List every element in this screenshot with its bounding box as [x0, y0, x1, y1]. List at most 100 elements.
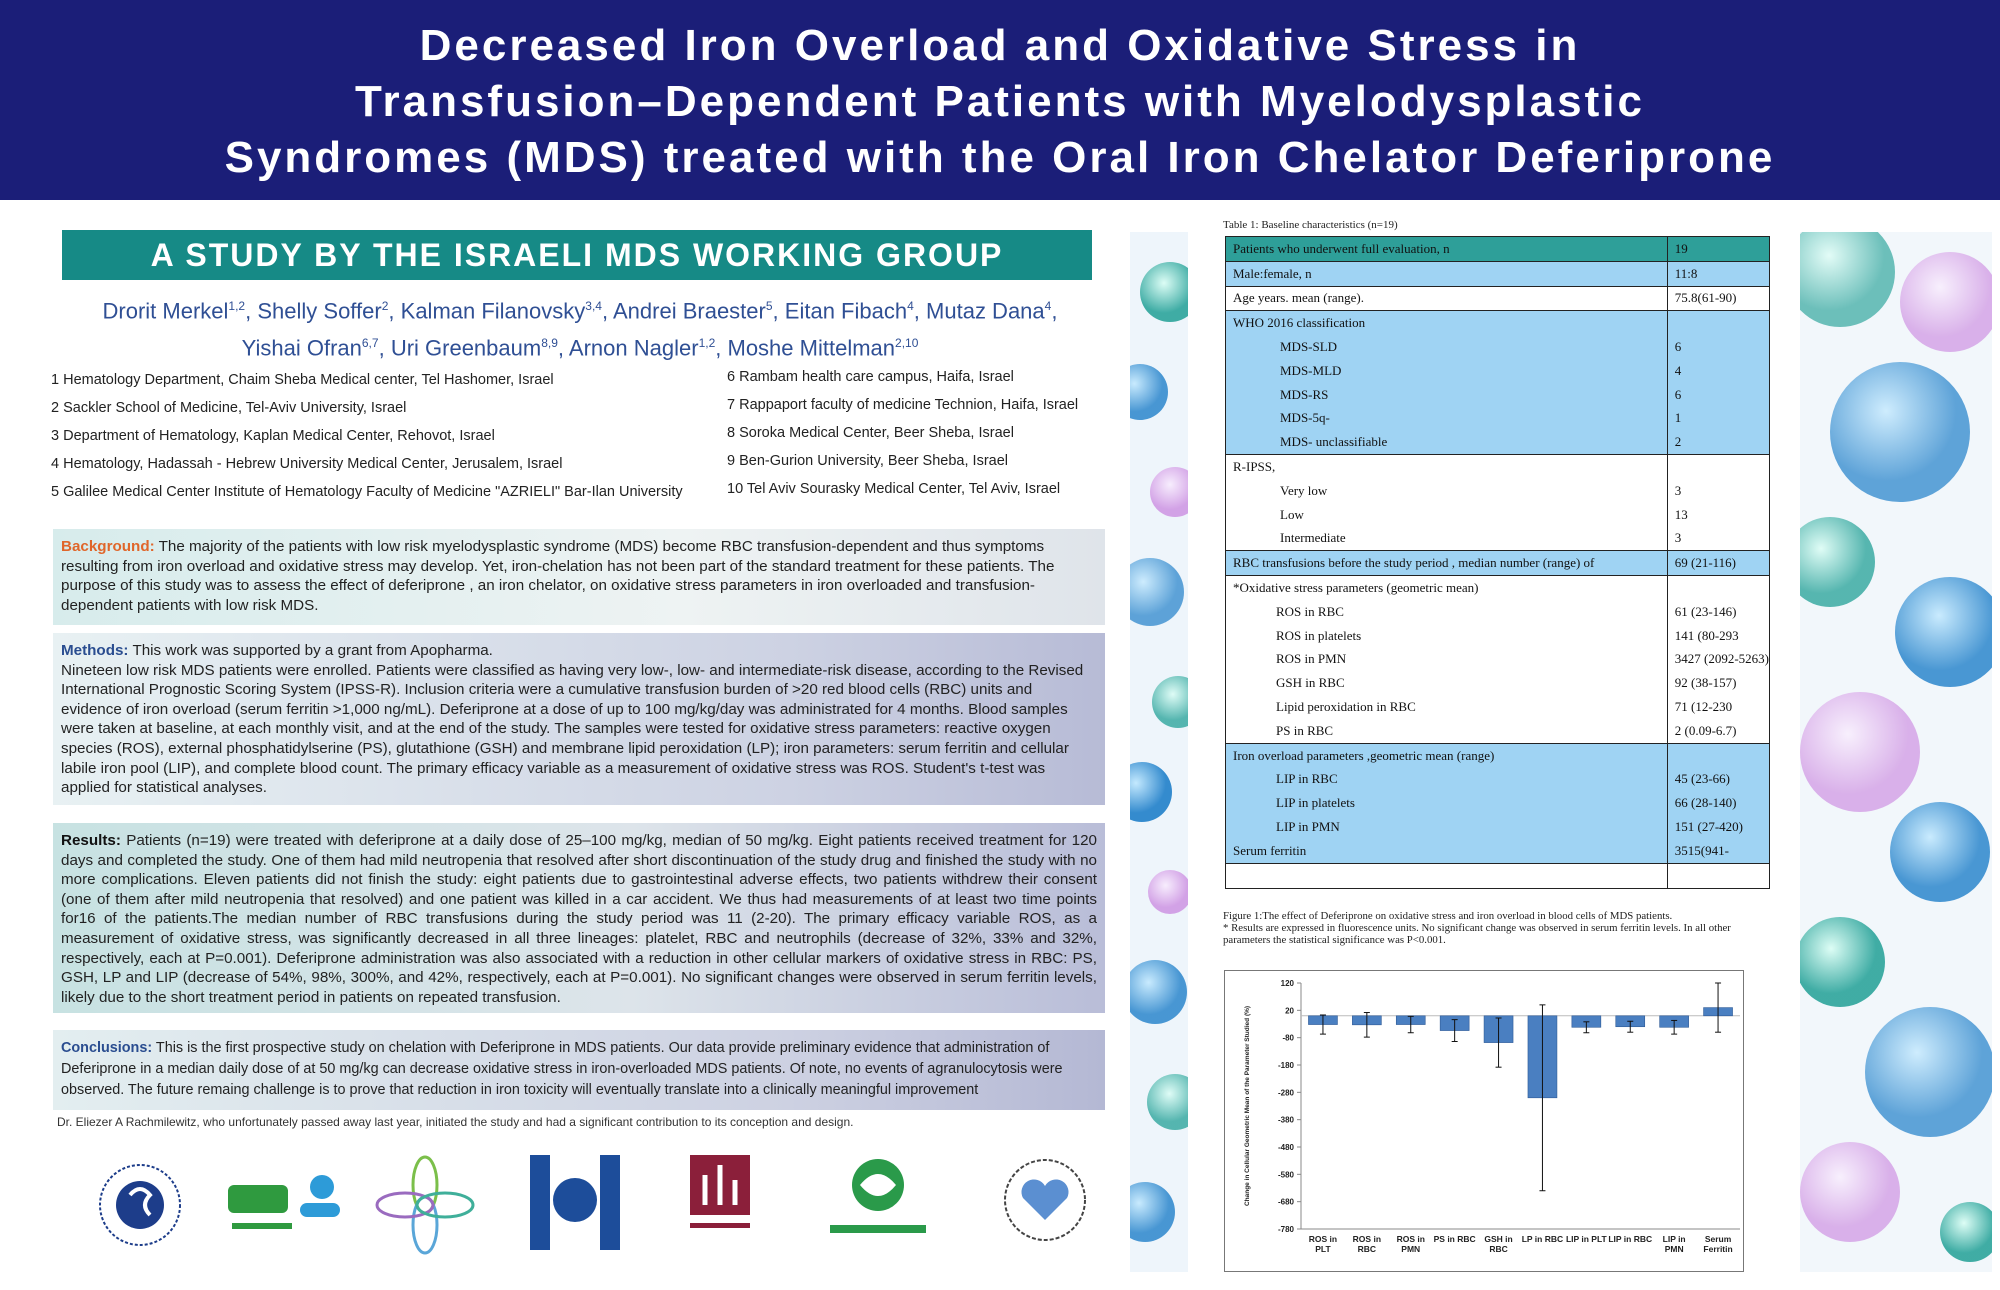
logo-kaplan [228, 1175, 340, 1229]
author-separator: , [388, 298, 395, 324]
y-tick-label: -180 [1278, 1061, 1295, 1070]
table-cell: LIP in PMN [1225, 815, 1668, 839]
section-text: Patients (n=19) were treated with deferi… [61, 832, 1097, 1006]
author-separator: , [715, 335, 722, 361]
title-line: Decreased Iron Overload and Oxidative St… [419, 21, 1581, 70]
error-bar [1671, 1019, 1678, 1035]
table-row: Serum ferritin 3515(941- [1225, 838, 1771, 864]
table-cell: LIP in platelets [1225, 791, 1668, 816]
author-separator: , [245, 298, 252, 324]
author-affiliation: 5 [765, 299, 773, 313]
background-section: Background: The majority of the patients… [53, 529, 1105, 625]
author-name: Arnon Nagler [568, 335, 699, 361]
author-name: Mutaz Dana [926, 298, 1045, 324]
table-row: MDS-5q- 1 [1225, 406, 1771, 431]
x-tick-label: PS in RBC [1433, 1234, 1476, 1244]
y-tick-label: -280 [1278, 1088, 1295, 1097]
x-tick-label: ROS in PLT [1308, 1234, 1338, 1254]
paragraph: Nineteen low risk MDS patients were enro… [61, 661, 1084, 797]
table-cell: 2 (0.09-6.7) [1666, 718, 1771, 744]
chart: 120 20 -80 -180 -280 -380 -480 -580 -680 -780 Chan… [1244, 979, 1740, 1234]
section-text: This is the first prospective study on c… [61, 1040, 1063, 1098]
logos [99, 1155, 1086, 1255]
y-axis-label: Change in Cellular Geometric Mean of the… [1244, 1006, 1251, 1206]
table-row: LIP in RBC 45 (23-66) [1225, 767, 1771, 792]
affiliation: 3 Department of Hematology, Kaplan Medic… [51, 428, 495, 444]
table-cell: 75.8(61-90) [1666, 285, 1771, 311]
acknowledgment: Dr. Eliezer A Rachmilewitz, who unfortun… [57, 1115, 854, 1129]
table-row: LIP in platelets 66 (28-140) [1225, 791, 1771, 816]
x-tick-label: LIP in PMN [1662, 1234, 1686, 1254]
methods-section: Methods: This work was supported by a gr… [53, 633, 1105, 805]
author-separator: , [1051, 298, 1058, 324]
table-cell: Iron overload parameters ,geometric mean… [1225, 742, 1668, 768]
table-row: Intermediate 3 [1225, 526, 1771, 551]
author-separator: , [772, 298, 779, 324]
table-cell: 1 [1666, 406, 1771, 431]
table-cell: MDS-RS [1225, 382, 1668, 407]
table-cell: 6 [1666, 335, 1771, 359]
caption-line: * Results are expressed in fluorescence … [1223, 922, 1731, 946]
table-cell: 66 (28-140) [1666, 791, 1771, 816]
author-separator: , [557, 335, 565, 361]
section-label: Methods: [61, 642, 129, 659]
table-cell: 2 [1666, 430, 1771, 455]
section-text: The majority of the patients with low ri… [61, 538, 1055, 614]
author-name: Shelly Soffer [257, 298, 382, 324]
error-bar [1319, 1014, 1326, 1035]
table-cell: PS in RBC [1225, 718, 1668, 744]
error-bar [1495, 1017, 1502, 1068]
affiliation: 2 Sackler School of Medicine, Tel-Aviv U… [51, 400, 407, 416]
table-cell: ROS in RBC [1225, 599, 1668, 624]
author-affiliation: 8,9 [541, 336, 558, 351]
table-cell: 3427 (2092-5263) [1666, 647, 1771, 672]
table-cell: RBC transfusions before the study period… [1225, 550, 1668, 576]
affiliation: 4 Hematology, Hadassah - Hebrew Universi… [51, 456, 563, 472]
x-tick-label: LIP in PLT [1565, 1234, 1607, 1244]
table-cell [1666, 742, 1771, 768]
logo-hadassah [530, 1155, 620, 1250]
decorative-stripe [1800, 232, 1992, 1272]
conclusions-section: Conclusions: This is the first prospecti… [53, 1030, 1105, 1110]
error-bar [1407, 1015, 1414, 1034]
table-cell [1666, 575, 1771, 600]
caption-line: Figure 1:The effect of Deferiprone on ox… [1223, 910, 1673, 922]
table-cell [1666, 454, 1771, 479]
table-cell [1666, 862, 1771, 889]
author-name: Andrei Braester [613, 298, 766, 324]
table-row: Age years. mean (range). 75.8(61-90) [1225, 285, 1771, 311]
error-bar [1583, 1021, 1590, 1034]
table-cell: 151 (27-420) [1666, 815, 1771, 839]
y-tick-label: -80 [1282, 1034, 1294, 1043]
y-tick-label: -780 [1278, 1225, 1295, 1234]
error-bar [1539, 1004, 1546, 1192]
table-cell: ROS in PMN [1225, 647, 1668, 672]
figure-caption: Figure 1:The effect of Deferiprone on ox… [1223, 910, 1753, 946]
section-text: This work was supported by a grant from … [132, 642, 493, 659]
table-cell [1666, 310, 1771, 336]
table-cell [1225, 862, 1668, 889]
y-tick-label: -480 [1278, 1143, 1295, 1152]
author-affiliation: 4 [907, 299, 914, 313]
x-tick-label: GSH in RBC [1484, 1234, 1513, 1254]
baseline-table: Patients who underwent full evaluation, … [1225, 236, 1771, 889]
affiliation: 1 Hematology Department, Chaim Sheba Med… [51, 372, 554, 388]
x-tick-label: Serum Ferritin [1703, 1234, 1733, 1254]
section-label: Results: [61, 832, 121, 849]
table-row: ROS in PMN 3427 (2092-5263) [1225, 647, 1771, 672]
table-row: Very low 3 [1225, 478, 1771, 503]
author-line: Drorit Merkel1,2, Shelly Soffer2, Kalman… [40, 290, 1120, 327]
affiliation: 8 Soroka Medical Center, Beer Sheba, Isr… [727, 425, 1014, 441]
y-tick-label: -380 [1278, 1116, 1295, 1125]
author-name: Moshe Mittelman [727, 335, 896, 361]
results-section: Results: Patients (n=19) were treated wi… [53, 823, 1105, 1013]
affiliation: 5 Galilee Medical Center Institute of He… [51, 484, 683, 500]
paragraph: Results: Patients (n=19) were treated wi… [61, 831, 1097, 1007]
table-cell: 19 [1666, 236, 1771, 262]
x-tick-label: ROS in RBC [1352, 1234, 1382, 1254]
table-cell: 4 [1666, 358, 1771, 383]
table-cell: 3 [1666, 526, 1771, 551]
author-name: Yishai Ofran [241, 335, 362, 361]
table-row: PS in RBC 2 (0.09-6.7) [1225, 718, 1771, 744]
